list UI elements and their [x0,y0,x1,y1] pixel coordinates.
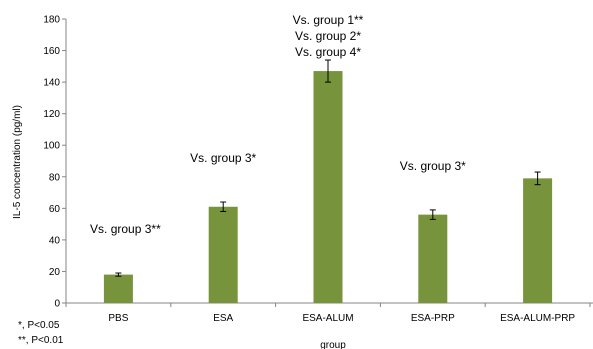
error-bar [325,59,331,83]
y-tick-label: 100 [43,141,60,152]
y-axis: 0 20 40 60 80 100 120 140 160 180 [43,15,67,310]
y-tick-label: 120 [43,109,60,120]
significance-annotation: Vs. group 3** [90,222,161,236]
annotations: Vs. group 3** Vs. group 3* Vs. group 1** Vs… [90,13,466,236]
bar-esa-alum-prp [523,178,553,303]
bar-esa-alum [313,71,343,303]
error-bar [534,171,541,186]
y-tick-label: 160 [43,46,60,57]
y-tick-label: 180 [43,15,60,26]
significance-annotation: Vs. group 3* [190,151,256,165]
x-tick-label: ESA-PRP [411,313,455,324]
error-bar [429,209,436,220]
y-tick-label: 20 [49,267,61,278]
x-tick-label: ESA-ALUM [302,313,353,324]
significance-annotation: Vs. group 3* [400,159,466,173]
bar-esa [208,206,238,303]
error-bar [115,272,122,277]
y-tick-label: 140 [43,78,60,89]
x-tick-label: ESA-ALUM-PRP [500,313,575,324]
bars [103,71,553,303]
x-axis-title: group [320,340,346,349]
footnote-p01: **, P<0.01 [18,335,64,346]
y-tick-label: 60 [49,204,61,215]
significance-annotation: Vs. group 4* [295,45,361,59]
y-tick-label: 40 [49,235,61,246]
error-bar [220,201,227,212]
error-bars [115,59,541,277]
y-axis-title: IL-5 concentration (pg/ml) [12,105,23,219]
footnote-p05: *, P<0.05 [18,320,60,331]
significance-annotation: Vs. group 1** [293,13,364,27]
x-axis: PBS ESA ESA-ALUM ESA-PRP ESA-ALUM-PRP [65,302,593,324]
x-tick-label: ESA [213,313,233,324]
bar-esa-prp [418,214,448,303]
significance-annotation: Vs. group 2* [295,29,361,43]
x-tick-label: PBS [108,313,128,324]
y-tick-label: 80 [49,172,61,183]
y-tick-label: 0 [54,299,60,310]
bar-pbs [103,274,133,303]
